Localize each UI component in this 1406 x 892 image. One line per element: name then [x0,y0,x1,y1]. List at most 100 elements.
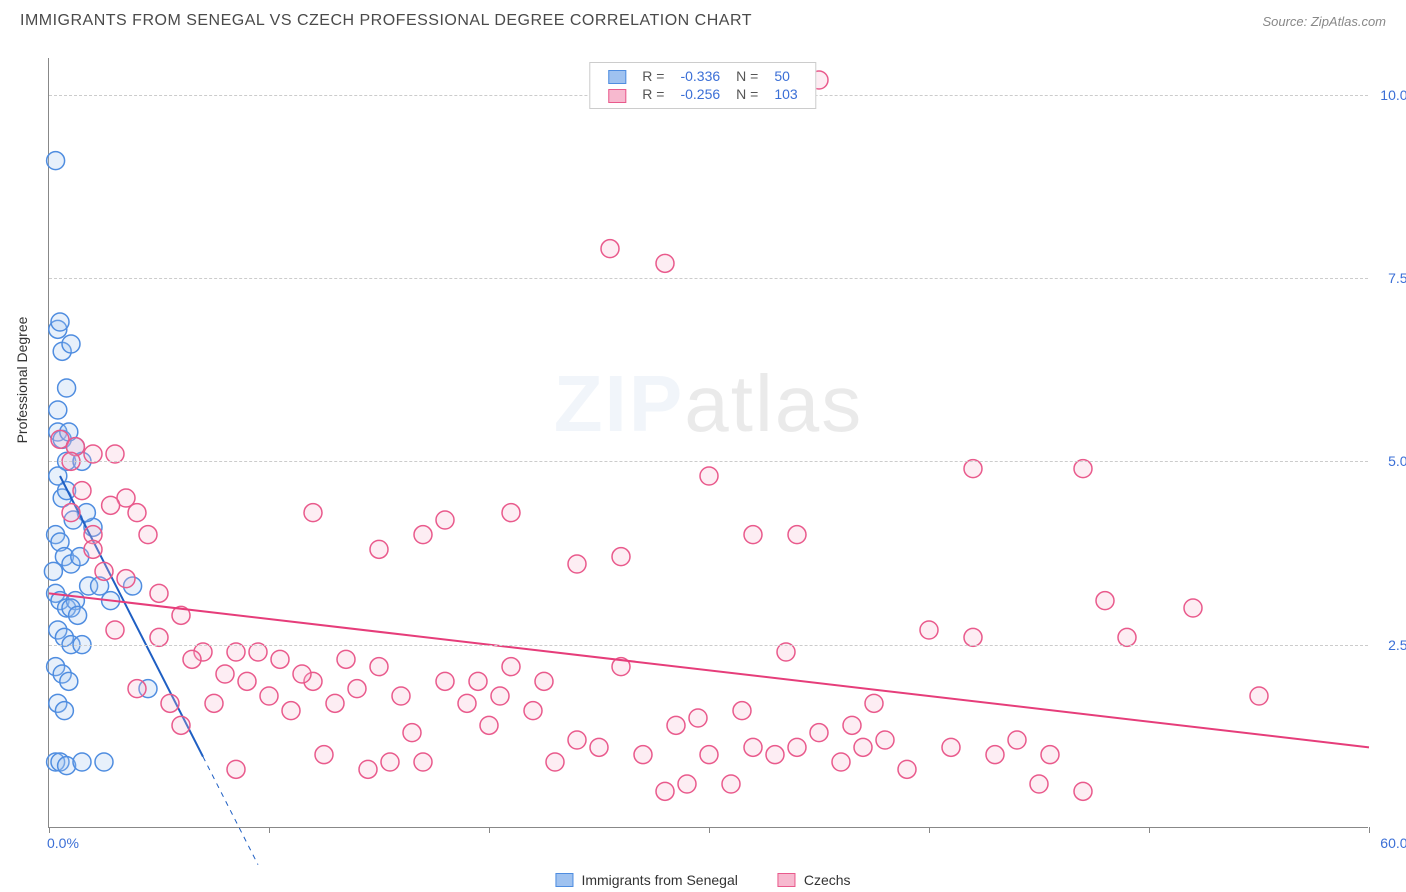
data-point [1096,592,1114,610]
data-point [73,753,91,771]
data-point [920,621,938,639]
data-point [865,694,883,712]
data-point [150,628,168,646]
data-point [1074,460,1092,478]
data-point [667,716,685,734]
data-point [524,702,542,720]
data-point [326,694,344,712]
data-point [227,760,245,778]
r-label: R = [634,67,672,85]
xtick-mark [49,827,50,833]
data-point [1008,731,1026,749]
data-point [128,504,146,522]
data-point [293,665,311,683]
data-point [469,672,487,690]
legend-row: R =-0.256N =103 [600,85,805,103]
data-point [656,782,674,800]
data-point [271,650,289,668]
data-point [370,540,388,558]
correlation-legend: R =-0.336N =50R =-0.256N =103 [589,62,816,109]
data-point [876,731,894,749]
legend-swatch [555,873,573,887]
data-point [106,445,124,463]
data-point [150,584,168,602]
n-value: 50 [766,67,805,85]
data-point [102,496,120,514]
data-point [47,152,65,170]
xtick-mark [709,827,710,833]
data-point [51,313,69,331]
source-label: Source: ZipAtlas.com [1262,14,1386,29]
data-point [304,504,322,522]
data-point [964,628,982,646]
data-point [788,526,806,544]
data-point [414,753,432,771]
data-point [58,379,76,397]
data-point [370,658,388,676]
legend-swatch [608,70,626,84]
data-point [1030,775,1048,793]
data-point [183,650,201,668]
data-point [942,738,960,756]
data-point [60,672,78,690]
data-point [403,724,421,742]
data-point [381,753,399,771]
gridline [49,278,1368,279]
ytick-label: 5.0% [1374,453,1406,469]
n-value: 103 [766,85,805,103]
data-point [535,672,553,690]
data-point [348,680,366,698]
data-point [414,526,432,544]
data-point [744,738,762,756]
xtick-label: 60.0% [1380,835,1406,851]
data-point [1041,746,1059,764]
data-point [744,526,762,544]
trendline [49,593,1369,747]
gridline [49,645,1368,646]
xtick-mark [1149,827,1150,833]
data-point [69,606,87,624]
data-point [843,716,861,734]
data-point [436,511,454,529]
data-point [1074,782,1092,800]
xtick-mark [489,827,490,833]
data-point [49,401,67,419]
legend-label: Czechs [804,872,851,888]
xtick-mark [929,827,930,833]
data-point [700,746,718,764]
data-point [161,694,179,712]
data-point [205,694,223,712]
data-point [84,540,102,558]
data-point [73,482,91,500]
r-value: -0.256 [672,85,728,103]
data-point [546,753,564,771]
data-point [62,504,80,522]
data-point [172,716,190,734]
data-point [1118,628,1136,646]
data-point [722,775,740,793]
data-point [689,709,707,727]
data-point [810,724,828,742]
ytick-label: 10.0% [1374,87,1406,103]
legend-item: Immigrants from Senegal [555,872,737,888]
data-point [1250,687,1268,705]
legend-label: Immigrants from Senegal [581,872,737,888]
data-point [986,746,1004,764]
data-point [590,738,608,756]
r-value: -0.336 [672,67,728,85]
legend-swatch [608,89,626,103]
data-point [766,746,784,764]
ytick-label: 2.5% [1374,637,1406,653]
data-point [55,702,73,720]
data-point [678,775,696,793]
data-point [282,702,300,720]
data-point [601,240,619,258]
data-point [227,643,245,661]
chart-plot-area: ZIPatlas 2.5%5.0%7.5%10.0%0.0%60.0% [48,58,1368,828]
n-label: N = [728,67,766,85]
data-point [315,746,333,764]
data-point [260,687,278,705]
data-point [656,254,674,272]
data-point [788,738,806,756]
data-point [777,643,795,661]
